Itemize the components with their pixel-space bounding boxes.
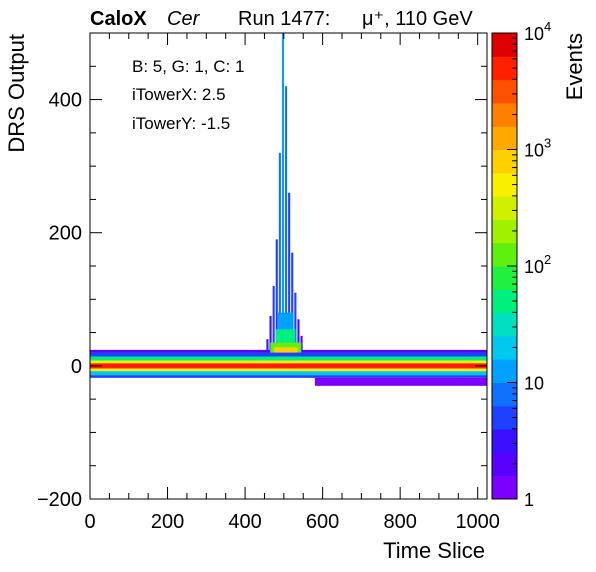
- pulse-column-4: [278, 152, 281, 353]
- color-scale-segment-4: [492, 382, 517, 407]
- pulse-column-11: [300, 335, 303, 353]
- pulse-column-0: [266, 339, 269, 353]
- color-scale-segment-18: [492, 56, 517, 81]
- color-scale-segment-8: [492, 289, 517, 314]
- z-tick-label: 10: [524, 374, 544, 394]
- z-tick-label: 1: [524, 490, 534, 510]
- channel-label: Cer: [167, 8, 201, 30]
- info-line-3: iTowerY: -1.5: [132, 114, 230, 133]
- z-tick-label: 103: [524, 136, 551, 161]
- pulse-core-2: [276, 329, 296, 343]
- color-scale-segment-10: [492, 242, 517, 267]
- color-scale-segment-16: [492, 102, 517, 127]
- color-scale-segment-2: [492, 429, 517, 453]
- y-axis-title: DRS Output: [4, 34, 29, 153]
- color-scale-segment-11: [492, 219, 517, 244]
- pulse-column-1: [269, 315, 272, 353]
- heatmap-band-1: [90, 360, 487, 364]
- color-scale-segment-1: [492, 452, 517, 477]
- y-tick-label: 200: [49, 223, 82, 245]
- heatmap-band-5: [90, 352, 487, 357]
- run-label: Run 1477:: [238, 8, 330, 30]
- color-scale-segment-0: [492, 475, 517, 500]
- color-scale-segment-13: [492, 172, 517, 197]
- pulse-column-10: [297, 319, 300, 353]
- color-scale-segment-15: [492, 126, 517, 150]
- pulse-column-8: [291, 252, 294, 353]
- color-scale-segment-6: [492, 335, 517, 360]
- x-tick-label: 0: [84, 511, 95, 533]
- color-scale-segment-14: [492, 149, 517, 174]
- z-tick-label: 104: [524, 19, 551, 44]
- pulse-core-1: [274, 347, 298, 353]
- color-scale-segment-19: [492, 33, 517, 57]
- y-tick-label: −200: [37, 489, 82, 511]
- x-tick-label: 400: [228, 511, 261, 533]
- color-scale-segment-12: [492, 196, 517, 220]
- x-tick-label: 1000: [455, 511, 500, 533]
- pulse-core-3: [278, 312, 294, 330]
- color-scale-segment-9: [492, 266, 517, 290]
- heatmap-band-8: [314, 377, 487, 386]
- pulse-column-3: [275, 239, 278, 353]
- info-line-1: B: 5, G: 1, C: 1: [132, 57, 244, 76]
- y-axis-ticks: −200 0 200 400: [37, 32, 487, 511]
- brand-label: CaloX: [90, 8, 147, 30]
- x-axis-ticks: 0 200 400 600 800 1000: [84, 33, 500, 533]
- beam-label: μ⁺, 110 GeV: [362, 8, 473, 30]
- color-scale: [491, 32, 518, 500]
- color-scale-ticks: 1 10 102 103 104: [507, 19, 551, 510]
- y-tick-label: 0: [71, 356, 82, 378]
- z-tick-label: 102: [524, 252, 551, 277]
- heatmap-band-2: [90, 368, 487, 372]
- heatmap-band-0: [90, 363, 487, 369]
- x-tick-label: 800: [383, 511, 416, 533]
- y-tick-label: 400: [49, 90, 82, 112]
- pulse-column-6: [285, 86, 288, 353]
- pulse-column-2: [272, 285, 275, 353]
- heatmap-band-4: [90, 371, 487, 376]
- color-scale-title: Events: [562, 33, 587, 100]
- info-line-2: iTowerX: 2.5: [132, 85, 226, 104]
- pulse-column-5: [281, 33, 285, 353]
- x-tick-label: 600: [306, 511, 339, 533]
- x-axis-title: Time Slice: [383, 538, 485, 563]
- color-scale-segment-5: [492, 359, 517, 383]
- color-scale-segment-17: [492, 79, 517, 104]
- heatmap-band-6: [90, 375, 487, 378]
- pulse-column-7: [288, 192, 291, 353]
- color-scale-segment-7: [492, 312, 517, 337]
- pulse-column-9: [294, 292, 297, 353]
- x-tick-label: 200: [151, 511, 184, 533]
- heatmap-band-3: [90, 356, 487, 361]
- heatmap-cells: [90, 33, 487, 386]
- color-scale-segment-3: [492, 405, 517, 430]
